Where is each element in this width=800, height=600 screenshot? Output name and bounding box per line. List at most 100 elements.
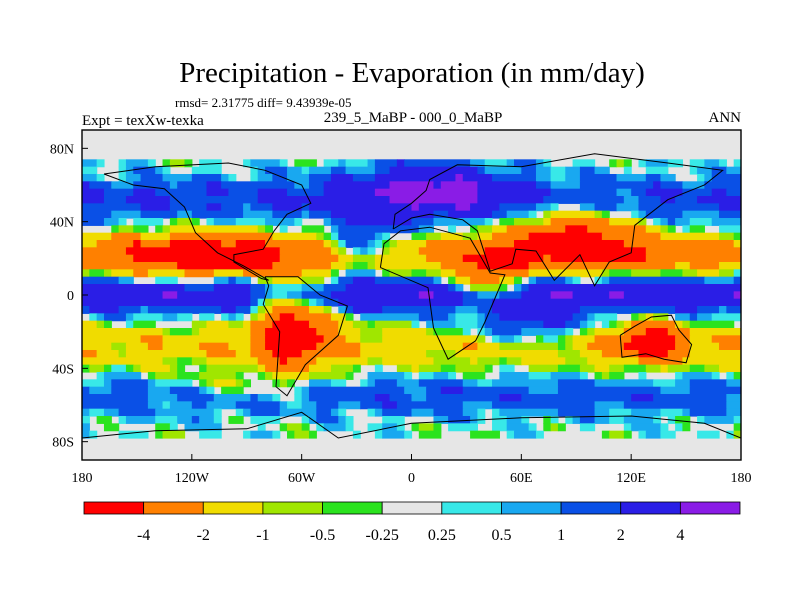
field-cell	[360, 350, 427, 358]
field-cell	[257, 313, 266, 322]
field-cell	[155, 225, 164, 234]
field-cell	[191, 320, 208, 329]
field-cell	[147, 372, 156, 380]
field-cell	[609, 364, 625, 373]
field-cell	[147, 306, 222, 314]
field-cell	[235, 306, 252, 314]
field-cell	[623, 320, 632, 329]
field-cell	[543, 196, 625, 204]
field-cell	[155, 372, 178, 380]
x-axis: 180 120W 60W 0 60E 120E 180	[72, 454, 752, 486]
field-cell	[565, 320, 581, 329]
field-cell	[257, 276, 273, 285]
field-cell	[682, 188, 713, 197]
field-cell	[374, 262, 442, 270]
field-cell	[82, 159, 98, 168]
field-cell	[448, 276, 457, 285]
field-cell	[345, 269, 376, 278]
field-cell	[514, 335, 522, 344]
field-cell	[587, 320, 596, 329]
field-cell	[631, 320, 676, 329]
field-cell	[272, 291, 288, 300]
field-cell	[638, 313, 647, 322]
field-cell	[572, 276, 581, 285]
field-cell	[535, 166, 552, 175]
field-cell	[660, 218, 669, 226]
field-cell	[250, 335, 266, 344]
field-cell	[374, 408, 383, 417]
field-cell	[492, 401, 596, 410]
field-cell	[675, 379, 691, 388]
field-cell	[594, 328, 625, 336]
field-cell	[697, 196, 741, 204]
field-cell	[82, 262, 178, 270]
field-cell	[433, 181, 442, 190]
field-cell	[323, 240, 332, 248]
field-cell	[169, 232, 273, 241]
field-cell	[96, 416, 112, 424]
field-cell	[396, 379, 420, 388]
field-cell	[462, 254, 544, 263]
field-cell	[719, 203, 741, 212]
field-cell	[389, 196, 478, 204]
field-cell	[345, 159, 369, 168]
field-cell	[125, 320, 134, 329]
field-cell	[265, 335, 325, 344]
field-cell	[631, 423, 662, 432]
field-cell	[169, 218, 178, 226]
field-cell	[572, 291, 610, 300]
field-cell	[594, 408, 610, 417]
field-cell	[367, 408, 376, 417]
field-cell	[374, 430, 383, 439]
field-cell	[360, 247, 369, 256]
field-cell	[572, 159, 596, 168]
field-cell	[528, 276, 537, 285]
field-cell	[587, 313, 596, 322]
field-cell	[82, 379, 105, 388]
field-cell	[82, 357, 164, 366]
field-cell	[140, 210, 178, 219]
field-cell	[330, 174, 354, 182]
field-cell	[125, 196, 171, 204]
field-cell	[243, 408, 252, 417]
field-cell	[103, 372, 142, 380]
field-cell	[125, 350, 208, 358]
field-cell	[191, 357, 208, 366]
field-cell	[645, 247, 741, 256]
field-cell	[360, 313, 420, 322]
field-cell	[235, 313, 244, 322]
field-cell	[426, 269, 442, 278]
colorbar-label: 0.25	[428, 527, 456, 544]
field-cell	[103, 218, 120, 226]
field-cell	[118, 416, 127, 424]
field-cell	[565, 342, 574, 351]
field-cell	[279, 423, 288, 432]
field-cell	[265, 284, 273, 292]
field-cell	[125, 416, 156, 424]
colorbar-swatch	[143, 501, 204, 515]
field-cell	[535, 335, 544, 344]
colorbar-swatch	[262, 501, 323, 515]
field-cell	[352, 174, 376, 182]
field-cell	[250, 313, 259, 322]
field-cell	[528, 262, 676, 270]
field-cell	[396, 159, 405, 168]
field-cell	[323, 181, 391, 190]
field-cell	[506, 210, 530, 219]
field-cell	[543, 210, 552, 219]
field-cell	[191, 328, 200, 336]
field-cell	[616, 188, 632, 197]
field-cell	[448, 225, 457, 234]
field-cell	[396, 401, 464, 410]
field-cell	[243, 269, 303, 278]
field-cell	[411, 394, 427, 402]
field-cell	[301, 416, 310, 424]
field-cell	[550, 210, 596, 219]
field-cell	[404, 159, 471, 168]
field-cell	[374, 394, 391, 402]
field-cell	[272, 394, 281, 402]
field-cell	[499, 364, 515, 373]
field-cell	[579, 181, 654, 190]
field-cell	[272, 430, 281, 439]
field-cell	[492, 306, 581, 314]
